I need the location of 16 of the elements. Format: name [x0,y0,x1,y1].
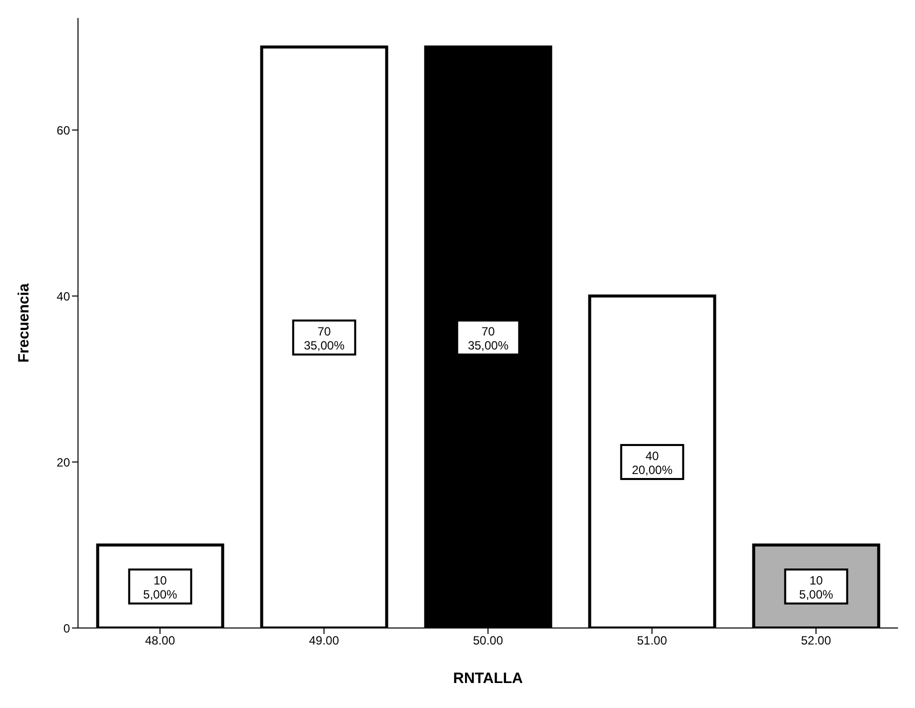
data-label: 10 5,00% [799,574,834,602]
x-tick-label: 51.00 [636,634,668,648]
y-tick-label: 20 [56,455,70,470]
x-tick-label: 50.00 [472,634,504,648]
y-tick-label: 60 [56,123,70,138]
x-axis-title: RNTALLA [453,670,524,687]
y-tick-label: 40 [56,289,70,304]
x-tick-label: 52.00 [800,634,832,648]
data-label: 70 35,00% [304,324,345,353]
x-tick-label: 49.00 [308,634,340,648]
data-label: 70 35,00% [468,324,509,353]
y-tick-label: 0 [63,621,70,636]
x-tick-label: 48.00 [144,634,176,648]
data-label: 40 20,00% [632,449,673,478]
y-axis-title: Frecuencia [15,282,32,363]
data-label: 10 5,00% [143,574,178,602]
